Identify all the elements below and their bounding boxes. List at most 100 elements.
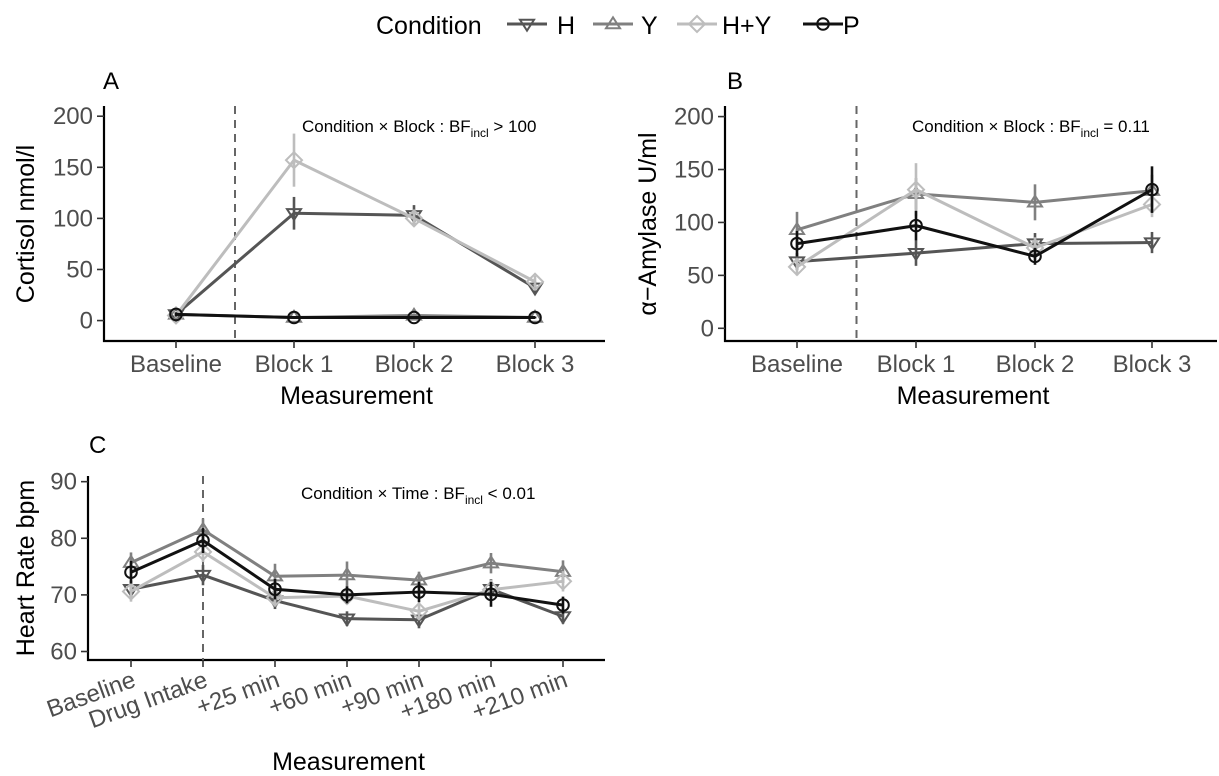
data-point <box>909 218 923 233</box>
series-line <box>796 188 1153 258</box>
data-point <box>124 565 138 580</box>
data-point <box>285 208 303 222</box>
x-tick-label: Block 2 <box>996 351 1075 378</box>
data-point <box>553 571 573 591</box>
series-p <box>124 528 570 614</box>
data-point <box>338 566 356 581</box>
x-axis-title: Measurement <box>272 748 425 776</box>
panel-tag: B <box>727 68 743 95</box>
y-tick-label: 50 <box>687 262 714 289</box>
legend-label-y: Y <box>641 12 658 40</box>
data-point <box>265 588 285 608</box>
series-hy <box>166 133 545 325</box>
data-point <box>284 150 304 170</box>
y-tick-label: 100 <box>53 205 93 232</box>
legend-label-h: H <box>557 12 575 40</box>
y-tick-label: 50 <box>66 256 93 283</box>
bf-annotation: Condition × Block : BFincl = 0.11 <box>912 117 1150 140</box>
y-axis-title: Heart Rate bpm <box>12 480 40 656</box>
data-point <box>907 247 925 262</box>
legend-title: Condition <box>376 12 482 40</box>
data-point <box>482 554 500 569</box>
x-tick-label: Baseline <box>751 351 843 378</box>
series-line <box>796 189 1153 232</box>
data-point <box>1145 182 1159 197</box>
y-tick-label: 80 <box>50 525 77 552</box>
x-tick-label: Block 1 <box>255 351 334 378</box>
data-point <box>556 598 570 612</box>
data-point <box>404 208 424 228</box>
y-tick-label: 200 <box>674 104 714 131</box>
y-tick-label: 0 <box>80 308 93 335</box>
data-point <box>193 542 213 562</box>
x-tick-label: Block 1 <box>877 351 956 378</box>
legend-marker-h <box>518 18 536 33</box>
data-point <box>196 533 210 548</box>
legend-label-hy: H+Y <box>722 12 772 40</box>
bf-annotation: Condition × Block : BFincl > 100 <box>302 117 536 140</box>
y-tick-label: 100 <box>674 209 714 236</box>
y-tick-label: 70 <box>50 582 77 609</box>
data-point <box>405 306 423 321</box>
series-h <box>167 196 544 323</box>
data-point <box>287 310 301 325</box>
y-tick-label: 60 <box>50 639 77 666</box>
series-line <box>175 211 536 316</box>
x-axis-title: Measurement <box>280 382 433 410</box>
panel-tag: C <box>89 432 106 459</box>
legend-marker-hy <box>687 14 707 34</box>
panels: A 0 50 100 150 200 Baseline Block 1 Block 2 Block… <box>12 68 1217 776</box>
x-axis-title: Measurement <box>897 382 1050 410</box>
data-point <box>409 601 429 621</box>
panel-b: B 0 50 100 150 200 Baseline Block 1 Block 2 Block… <box>634 68 1217 410</box>
legend-marker-y <box>604 15 622 30</box>
panel-tag: A <box>103 68 119 95</box>
series-line <box>796 188 1153 269</box>
y-tick-label: 200 <box>53 103 93 130</box>
y-axis-title: α−Amylase U/ml <box>634 132 662 315</box>
y-tick-label: 150 <box>674 157 714 184</box>
panel-a: A 0 50 100 150 200 Baseline Block 1 Block 2 Block… <box>12 68 605 410</box>
data-point <box>484 587 498 602</box>
data-point <box>790 236 804 251</box>
legend-item-y: Y <box>593 12 658 40</box>
y-axis-title: Cortisol nmol/l <box>12 145 40 303</box>
series-line <box>175 312 535 319</box>
data-point <box>906 180 926 200</box>
data-point <box>787 257 807 277</box>
y-tick-label: 90 <box>50 469 77 496</box>
series-line <box>796 241 1153 264</box>
bf-annotation: Condition × Time : BFincl < 0.01 <box>301 484 535 507</box>
data-point <box>1143 237 1161 252</box>
data-point <box>169 307 183 322</box>
y-tick-label: 150 <box>53 154 93 181</box>
data-point <box>1028 249 1042 264</box>
x-tick-label: Block 3 <box>496 351 575 378</box>
y-tick-label: 0 <box>701 315 714 342</box>
series-p <box>169 307 542 325</box>
series-p <box>790 166 1159 265</box>
x-tick-label: Block 2 <box>375 351 454 378</box>
data-point <box>1026 193 1044 208</box>
data-point <box>121 582 141 601</box>
legend-item-p: P <box>803 12 860 40</box>
series-line <box>174 158 536 317</box>
data-point <box>528 310 542 325</box>
data-point <box>338 613 356 628</box>
data-point <box>340 588 354 602</box>
legend: Condition H Y H+Y P <box>376 12 860 40</box>
x-tick-label: Baseline <box>130 351 222 378</box>
data-point <box>525 272 545 292</box>
legend-item-h: H <box>507 12 575 40</box>
series-line <box>130 539 564 607</box>
legend-label-p: P <box>843 12 860 40</box>
legend-marker-p <box>816 17 830 31</box>
data-point <box>412 585 426 599</box>
data-point <box>268 582 282 597</box>
x-tick-label: Block 3 <box>1113 351 1192 378</box>
legend-item-hy: H+Y <box>677 12 772 40</box>
data-point <box>407 310 421 325</box>
data-point <box>194 569 212 584</box>
